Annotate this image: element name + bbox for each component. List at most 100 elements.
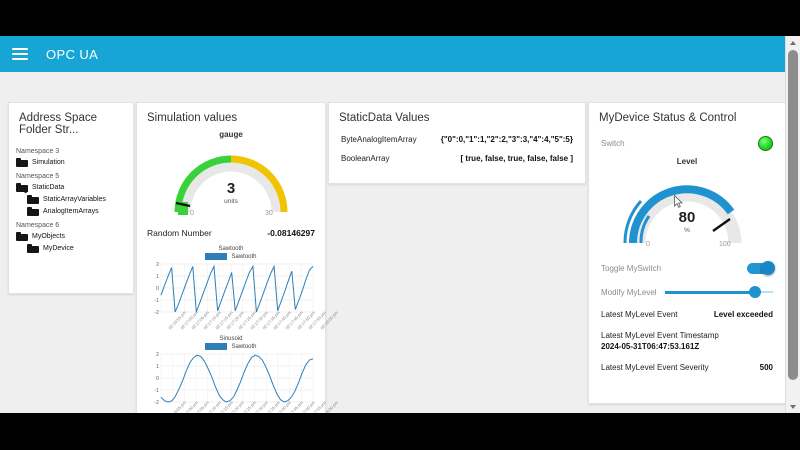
- folder-icon: [16, 158, 28, 167]
- namespace-label: Namespace 3: [16, 148, 60, 155]
- tree-item-staticdata[interactable]: StaticData: [16, 183, 133, 193]
- address-space-title: Address Space Folder Str...: [19, 112, 97, 136]
- random-number-value: -0.08146297: [267, 228, 315, 238]
- browser-viewport: OPC UA Address Space Folder Str... Names…: [0, 36, 800, 413]
- page-scrollbar[interactable]: [785, 36, 800, 413]
- staticdata-value: [ true, false, true, false, false ]: [460, 154, 573, 163]
- sinusoid-chart: Sinusoid Sawtooth 2 1 0 -1 -2 02:16:55 pm 02:17:…: [145, 336, 339, 413]
- chart-plot: 2 1 0 -1 -2: [154, 262, 314, 316]
- svg-text:1: 1: [156, 274, 159, 280]
- mydevice-title: MyDevice Status & Control: [599, 112, 737, 124]
- tree-item-staticarrayvariables[interactable]: StaticArrayVariables: [27, 195, 133, 204]
- simulation-gauge-arc: [174, 155, 288, 215]
- modify-mylevel-slider[interactable]: [664, 286, 773, 298]
- scroll-down-button[interactable]: [786, 400, 800, 413]
- level-gauge-title: Level: [676, 157, 698, 166]
- tree-item-mydevice[interactable]: MyDevice: [27, 244, 133, 253]
- chart-plot: 2 1 0 -1 -2: [154, 352, 314, 406]
- level-gauge-value: 80: [678, 209, 696, 226]
- switch-row: Switch: [589, 130, 785, 157]
- mylevel-event-rows: Latest MyLevel Event Level exceeded Latest…: [589, 304, 785, 378]
- app-header: OPC UA: [0, 36, 790, 72]
- svg-text:2: 2: [156, 262, 159, 268]
- event-value: 500: [759, 363, 773, 372]
- simulation-gauge-max: 30: [265, 210, 273, 217]
- svg-text:0: 0: [156, 286, 159, 292]
- chart-title: Sinusoid: [219, 336, 243, 342]
- tree-item-label: StaticArrayVariables: [43, 196, 106, 203]
- staticdata-value: {"0":0,"1":1,"2":2,"3":3,"4":4,"5":5}: [440, 135, 573, 144]
- legend-label: Sawtooth: [231, 343, 257, 350]
- namespace-label: Namespace 6: [16, 222, 60, 229]
- event-row: Latest MyLevel Event Severity 500: [589, 357, 785, 378]
- tree-item-label: AnalogItemArrays: [43, 208, 99, 215]
- chart-title: Sawtooth: [218, 246, 244, 252]
- random-number-label: Random Number: [147, 228, 212, 238]
- random-number-row: Random Number -0.08146297: [137, 222, 325, 244]
- svg-text:-1: -1: [154, 388, 159, 394]
- event-value: 2024-05-31T06:47:53.161Z: [601, 342, 700, 351]
- chart-series-line: [160, 264, 314, 313]
- folder-icon: [16, 183, 28, 193]
- switch-status-led: [758, 136, 773, 151]
- toggle-myswitch-row[interactable]: Toggle MySwitch: [589, 257, 785, 280]
- event-key: Latest MyLevel Event Timestamp: [601, 331, 719, 340]
- modify-mylevel-row[interactable]: Modify MyLevel: [589, 280, 785, 304]
- level-gauge: Level 80 % 0 100: [589, 157, 785, 257]
- folder-icon: [27, 195, 39, 204]
- svg-text:2: 2: [156, 352, 159, 358]
- chart-legend: Sawtooth: [145, 343, 317, 350]
- event-row: Latest MyLevel Event Level exceeded: [589, 304, 785, 325]
- simulation-values-title: Simulation values: [147, 112, 238, 124]
- tree-item-label: StaticData: [32, 184, 65, 191]
- page-title: OPC UA: [46, 46, 99, 62]
- simulation-gauge-value: 3: [226, 180, 236, 197]
- folder-tree: Namespace 3 Simulation Namespace 5 StaticDa…: [9, 148, 133, 253]
- tree-item-myobjects[interactable]: MyObjects: [16, 232, 133, 241]
- simulation-gauge-title: gauge: [219, 130, 243, 139]
- event-key: Latest MyLevel Event Severity: [601, 363, 709, 372]
- svg-text:-2: -2: [154, 310, 159, 316]
- level-gauge-max: 100: [719, 241, 731, 248]
- folder-icon: [16, 232, 28, 241]
- toggle-myswitch-switch[interactable]: [747, 261, 775, 275]
- chart-legend: Sawtooth: [145, 253, 317, 260]
- staticdata-key: BooleanArray: [341, 154, 390, 163]
- staticdata-rows: ByteAnalogItemArray {"0":0,"1":1,"2":2,"3…: [329, 130, 585, 168]
- tree-item-label: MyObjects: [32, 233, 66, 240]
- svg-text:-1: -1: [154, 298, 159, 304]
- event-key: Latest MyLevel Event: [601, 310, 678, 319]
- svg-text:-2: -2: [154, 400, 159, 406]
- svg-text:0: 0: [156, 376, 159, 382]
- staticdata-values-card: StaticData Values ByteAnalogItemArray {"0…: [328, 102, 586, 184]
- scrollbar-thumb[interactable]: [788, 50, 798, 380]
- legend-swatch: [205, 253, 228, 260]
- event-value: Level exceeded: [713, 310, 773, 319]
- tree-item-analogitemarrays[interactable]: AnalogItemArrays: [27, 207, 133, 216]
- svg-text:1: 1: [156, 364, 159, 370]
- legend-swatch: [205, 343, 228, 350]
- namespace-label: Namespace 5: [16, 173, 60, 180]
- simulation-gauge-min: 0: [190, 210, 194, 217]
- scroll-up-button[interactable]: [786, 36, 800, 49]
- tree-item-simulation[interactable]: Simulation: [16, 158, 133, 167]
- simulation-values-card: Simulation values gauge 3 units 0 30 Ran…: [136, 102, 339, 413]
- level-gauge-min: 0: [646, 241, 650, 248]
- staticdata-key: ByteAnalogItemArray: [341, 135, 417, 144]
- chart-series-line: [160, 354, 314, 403]
- event-row: Latest MyLevel Event Timestamp 2024-05-31…: [589, 325, 785, 357]
- legend-label: Sawtooth: [231, 253, 257, 260]
- sawtooth-chart: Sawtooth Sawtooth 2 1 0 -1 -2 02:16:55 pm 02:17:…: [145, 246, 339, 334]
- tree-item-label: MyDevice: [43, 245, 74, 252]
- level-gauge-arc: [623, 185, 742, 244]
- tree-item-label: Simulation: [32, 159, 65, 166]
- level-gauge-units: %: [684, 227, 690, 234]
- staticdata-row: ByteAnalogItemArray {"0":0,"1":1,"2":2,"3…: [329, 130, 585, 149]
- folder-icon: [27, 207, 39, 216]
- staticdata-values-title: StaticData Values: [339, 112, 430, 124]
- mydevice-card: MyDevice Status & Control Switch Level 8…: [588, 102, 786, 404]
- dashboard-board: Address Space Folder Str... Namespace 3 S…: [0, 72, 790, 413]
- folder-icon: [27, 244, 39, 253]
- toggle-myswitch-label: Toggle MySwitch: [601, 264, 662, 273]
- hamburger-icon[interactable]: [12, 48, 28, 60]
